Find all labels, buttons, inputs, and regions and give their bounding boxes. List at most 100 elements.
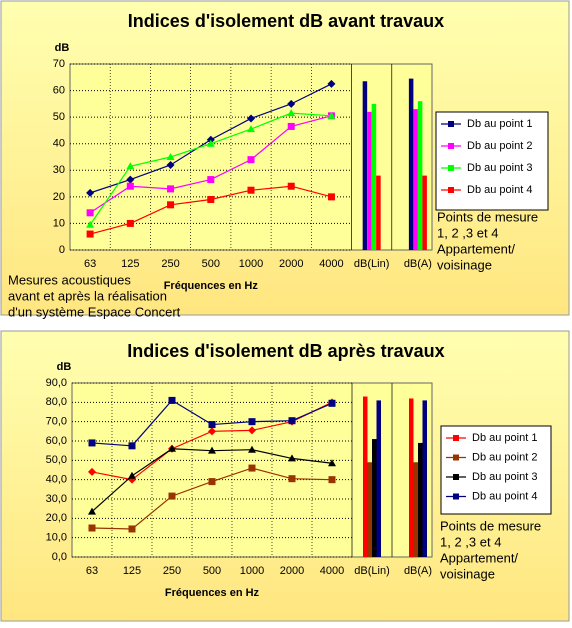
marker [287, 109, 296, 117]
x-tick-label: 500 [203, 565, 221, 577]
note: Mesures acoustiques [8, 272, 131, 287]
x-tick-label: dB(Lin) [354, 565, 389, 577]
marker [128, 442, 136, 450]
legend [440, 425, 552, 515]
bar [408, 78, 414, 250]
y-tick-label: 70 [53, 58, 65, 70]
legend-marker [448, 143, 454, 149]
legend-marker [453, 474, 459, 480]
annotation: Appartement/ [440, 550, 518, 565]
x-tick-label: 2000 [280, 565, 304, 577]
marker [88, 507, 96, 515]
bar [367, 111, 372, 250]
marker [208, 478, 216, 486]
legend-label: Db au point 1 [472, 432, 537, 444]
annotation: Appartement/ [437, 241, 515, 256]
marker [128, 471, 136, 479]
y-tick-label: 20,0 [46, 512, 67, 524]
y-tick-label: 50,0 [46, 454, 67, 466]
marker [248, 464, 256, 472]
annotation: Points de mesure [437, 209, 538, 224]
marker [86, 188, 95, 197]
marker [288, 454, 296, 462]
y-tick-label: 50 [53, 111, 65, 123]
marker [247, 114, 255, 123]
marker [287, 99, 296, 108]
legend [435, 111, 549, 211]
marker [207, 196, 215, 204]
x-tick-label: 250 [163, 565, 181, 577]
x-tick-label: 63 [84, 258, 96, 270]
x-axis-label: Fréquences en Hz [164, 280, 259, 292]
x-axis-label: Fréquences en Hz [165, 587, 260, 599]
legend-label: Db au point 1 [467, 118, 532, 130]
marker [168, 492, 176, 500]
marker [86, 230, 94, 238]
bar [422, 400, 427, 557]
y-tick-label: 40,0 [46, 474, 67, 486]
marker [167, 201, 175, 209]
x-tick-label: 500 [202, 258, 220, 270]
bar [372, 439, 377, 557]
chart-title: Indices d'isolement dB avant travaux [128, 11, 444, 31]
note: d'un système Espace Concert [8, 304, 181, 319]
x-tick-label: 2000 [279, 258, 303, 270]
marker [248, 418, 256, 426]
marker [126, 182, 134, 190]
legend-label: Db au point 2 [472, 451, 537, 463]
y-axis-label: dB [57, 361, 72, 373]
marker [128, 525, 136, 533]
bar [417, 101, 423, 250]
legend-marker [448, 187, 454, 193]
legend-label: Db au point 4 [467, 184, 532, 196]
x-tick-label: 4000 [319, 258, 343, 270]
bar [362, 81, 368, 251]
y-tick-label: 10,0 [46, 532, 67, 544]
y-tick-label: 30,0 [46, 493, 67, 505]
y-tick-label: 0,0 [52, 551, 67, 563]
legend-marker [453, 493, 459, 500]
marker [86, 209, 94, 217]
note: avant et après la réalisation [8, 288, 167, 303]
annotation: voisinage [437, 257, 492, 272]
y-tick-label: 70,0 [46, 416, 67, 428]
legend-label: Db au point 2 [467, 140, 532, 152]
annotation: 1, 2 ,3 et 4 [440, 534, 501, 549]
marker [167, 185, 175, 193]
marker [126, 219, 134, 227]
bar [376, 175, 381, 250]
marker [247, 186, 255, 194]
marker [247, 156, 255, 164]
marker [126, 175, 135, 184]
legend-marker [453, 435, 459, 441]
legend-label: Db au point 4 [472, 490, 537, 502]
marker [206, 139, 215, 147]
marker [288, 475, 296, 483]
marker [247, 125, 255, 133]
bar [363, 396, 368, 557]
marker [86, 220, 95, 228]
marker [287, 182, 295, 190]
marker [208, 421, 216, 429]
y-tick-label: 0 [59, 244, 65, 256]
bar [376, 400, 381, 557]
legend-marker [453, 454, 459, 461]
marker [208, 427, 216, 436]
annotation: Points de mesure [440, 518, 541, 533]
bar [409, 398, 414, 557]
y-tick-label: 20 [53, 191, 65, 203]
marker [328, 459, 336, 467]
x-tick-label: 63 [86, 565, 98, 577]
marker [166, 160, 175, 169]
x-tick-label: 4000 [320, 565, 344, 577]
x-tick-label: 250 [161, 258, 179, 270]
annotation: voisinage [440, 566, 495, 581]
marker [248, 445, 256, 453]
marker [327, 193, 335, 201]
marker [208, 446, 216, 454]
legend-marker [448, 165, 454, 171]
y-tick-label: 90,0 [46, 377, 67, 389]
y-tick-label: 30 [53, 164, 65, 176]
marker [126, 162, 135, 170]
